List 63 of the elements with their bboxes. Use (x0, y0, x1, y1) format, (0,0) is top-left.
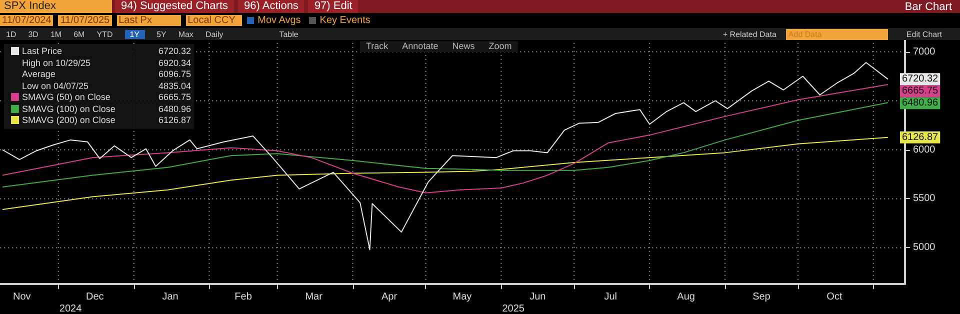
text: 11/07/2025 (58, 15, 112, 26)
text: High on 10/29/25 6920.34 (22, 58, 191, 68)
data-label: 6665.75 (902, 86, 939, 97)
text: 6480.96 (158, 104, 191, 114)
text: 94) Suggested Charts (115, 0, 234, 13)
x-tick-label: May (452, 292, 472, 302)
x-tick-label: Jan (162, 292, 178, 302)
text: Average 6096.75 (22, 69, 191, 79)
annotation: Track (366, 41, 388, 52)
line-series (2, 136, 888, 210)
text: 3D (28, 30, 38, 38)
text: Last Px (116, 15, 181, 26)
x-tick-label: Oct (826, 292, 842, 302)
text: YTD (96, 30, 113, 38)
text: Key Events (320, 15, 370, 26)
legend-label: Last Price (21, 46, 62, 58)
x2-tick-label: 2025 (502, 304, 525, 314)
x-tick-label: Nov (12, 292, 31, 302)
text: 1D (6, 30, 16, 38)
text: Mov Avgs (258, 15, 301, 26)
annotation: Annotate (402, 41, 438, 52)
text: 96) Actions (238, 0, 304, 13)
text: Max (178, 30, 194, 38)
legend-label: SMAVG (200) on Close (21, 115, 116, 126)
x-tick-label: Feb (234, 292, 252, 302)
annotation: Zoom (488, 41, 512, 52)
x-tick-label: Sep (752, 292, 771, 302)
x2-tick-label: 2024 (59, 304, 82, 314)
y-tick-label: 7000 (913, 46, 936, 58)
text: Table (279, 30, 298, 38)
text: 1M (50, 30, 62, 38)
text: Edit Chart (906, 30, 942, 38)
text: 6M (74, 30, 85, 38)
y-tick-label: 5000 (913, 242, 936, 254)
text: 6665.75 (158, 92, 191, 102)
x-tick-label: Mar (305, 292, 324, 302)
text: Daily (205, 30, 224, 38)
text: 1Y (124, 30, 145, 38)
y-tick-label: 6000 (913, 144, 936, 156)
legend-label: SMAVG (50) on Close (21, 92, 110, 104)
text: 6126.87 (158, 115, 191, 125)
text: 11/07/2024 (0, 15, 54, 26)
text: 97) Edit (308, 0, 358, 13)
data-label: 6480.96 (902, 98, 939, 109)
line-series (2, 84, 888, 194)
x-tick-label: Aug (677, 292, 695, 302)
data-label: 6720.32 (902, 74, 939, 85)
chart-title: SPX Index (0, 0, 112, 13)
line-series (2, 102, 888, 188)
x-tick-label: Dec (86, 292, 104, 302)
text: Low on 04/07/25 4835.04 (22, 80, 191, 90)
x-tick-label: Jul (604, 292, 618, 302)
text: 5Y (156, 30, 166, 38)
text: + Related Data (722, 30, 776, 38)
text: 6720.32 (158, 46, 191, 56)
x-tick-label: Jun (530, 292, 546, 302)
text: Bar Chart (904, 0, 952, 12)
y-tick-label: 5500 (913, 193, 936, 204)
annotation: News (452, 41, 475, 52)
data-label: 6126.87 (902, 132, 939, 143)
x-tick-label: Apr (381, 292, 398, 302)
text: Local CCY (186, 15, 242, 26)
legend-label: SMAVG (100) on Close (21, 104, 116, 115)
